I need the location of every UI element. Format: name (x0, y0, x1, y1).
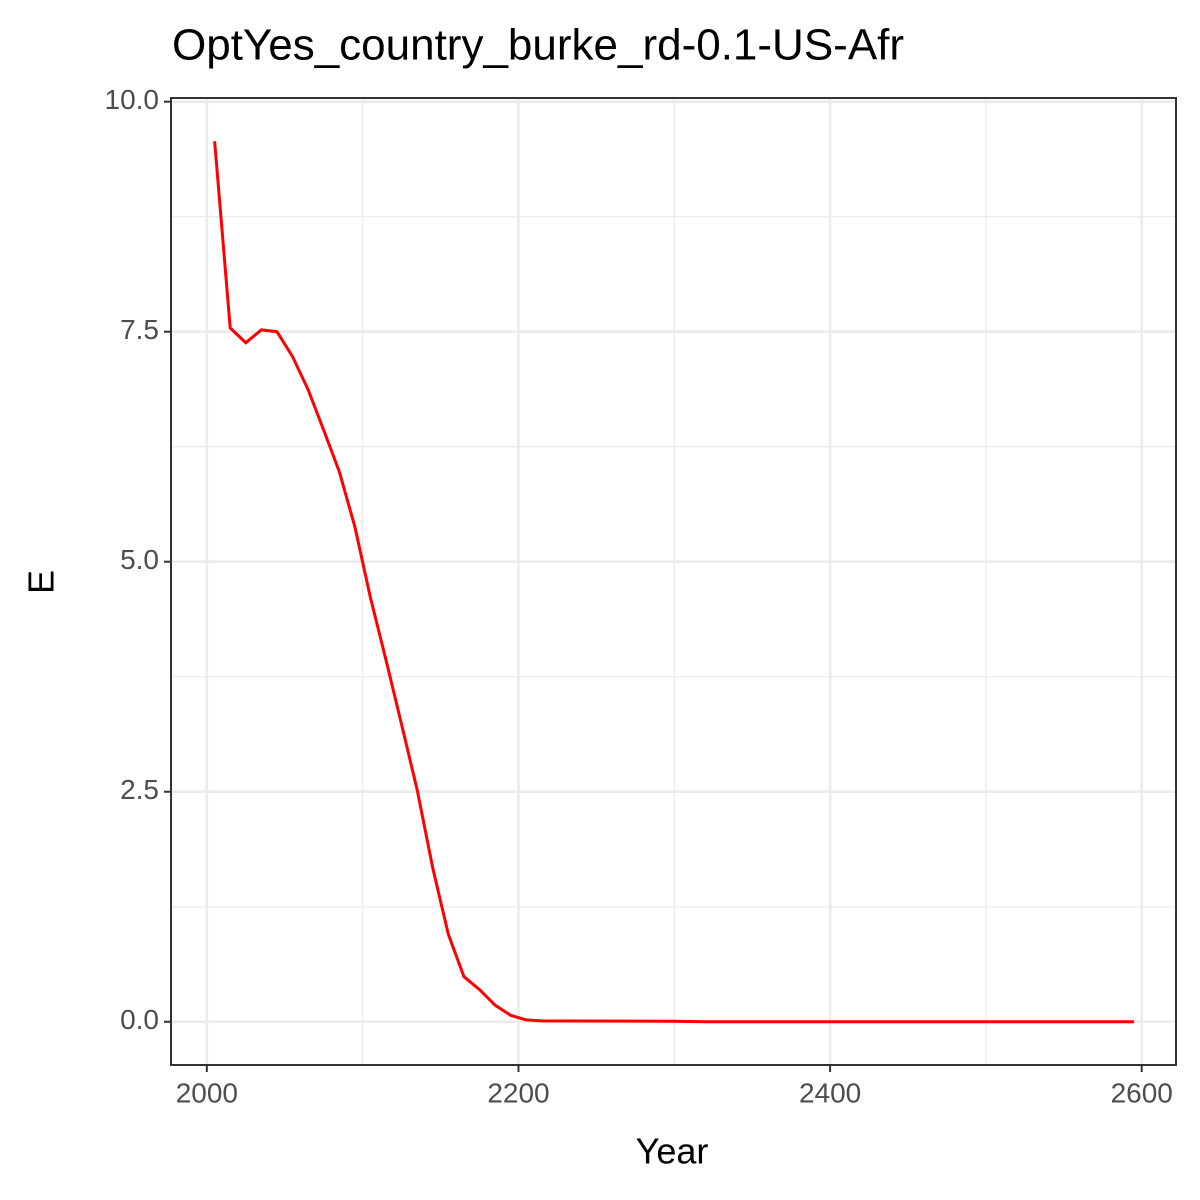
x-tick-label: 2000 (176, 1077, 238, 1108)
y-tick-label: 10.0 (105, 84, 160, 115)
chart-title: OptYes_country_burke_rd-0.1-US-Afr (172, 21, 904, 70)
x-tick-label: 2600 (1111, 1077, 1173, 1108)
y-tick-label: 5.0 (120, 544, 159, 575)
y-tick-label: 0.0 (120, 1004, 159, 1035)
y-tick-label: 2.5 (120, 774, 159, 805)
data-line (213, 141, 1134, 1024)
y-tick-label: 7.5 (120, 314, 159, 345)
y-axis-title: E (21, 570, 62, 594)
x-axis-title: Year (636, 1131, 709, 1172)
panel-border (170, 97, 1177, 1066)
x-tick-label: 2400 (799, 1077, 861, 1108)
x-tick-label: 2200 (487, 1077, 549, 1108)
